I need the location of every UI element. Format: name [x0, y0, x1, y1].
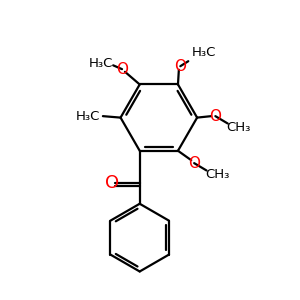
Text: O: O: [116, 62, 128, 77]
Text: O: O: [209, 109, 221, 124]
Text: CH₃: CH₃: [226, 121, 250, 134]
Text: O: O: [105, 174, 119, 192]
Text: CH₃: CH₃: [205, 168, 229, 181]
Text: H₃C: H₃C: [192, 46, 216, 59]
Text: O: O: [174, 59, 186, 74]
Text: H₃C: H₃C: [88, 57, 113, 70]
Text: H₃C: H₃C: [76, 110, 101, 123]
Text: O: O: [188, 156, 200, 171]
